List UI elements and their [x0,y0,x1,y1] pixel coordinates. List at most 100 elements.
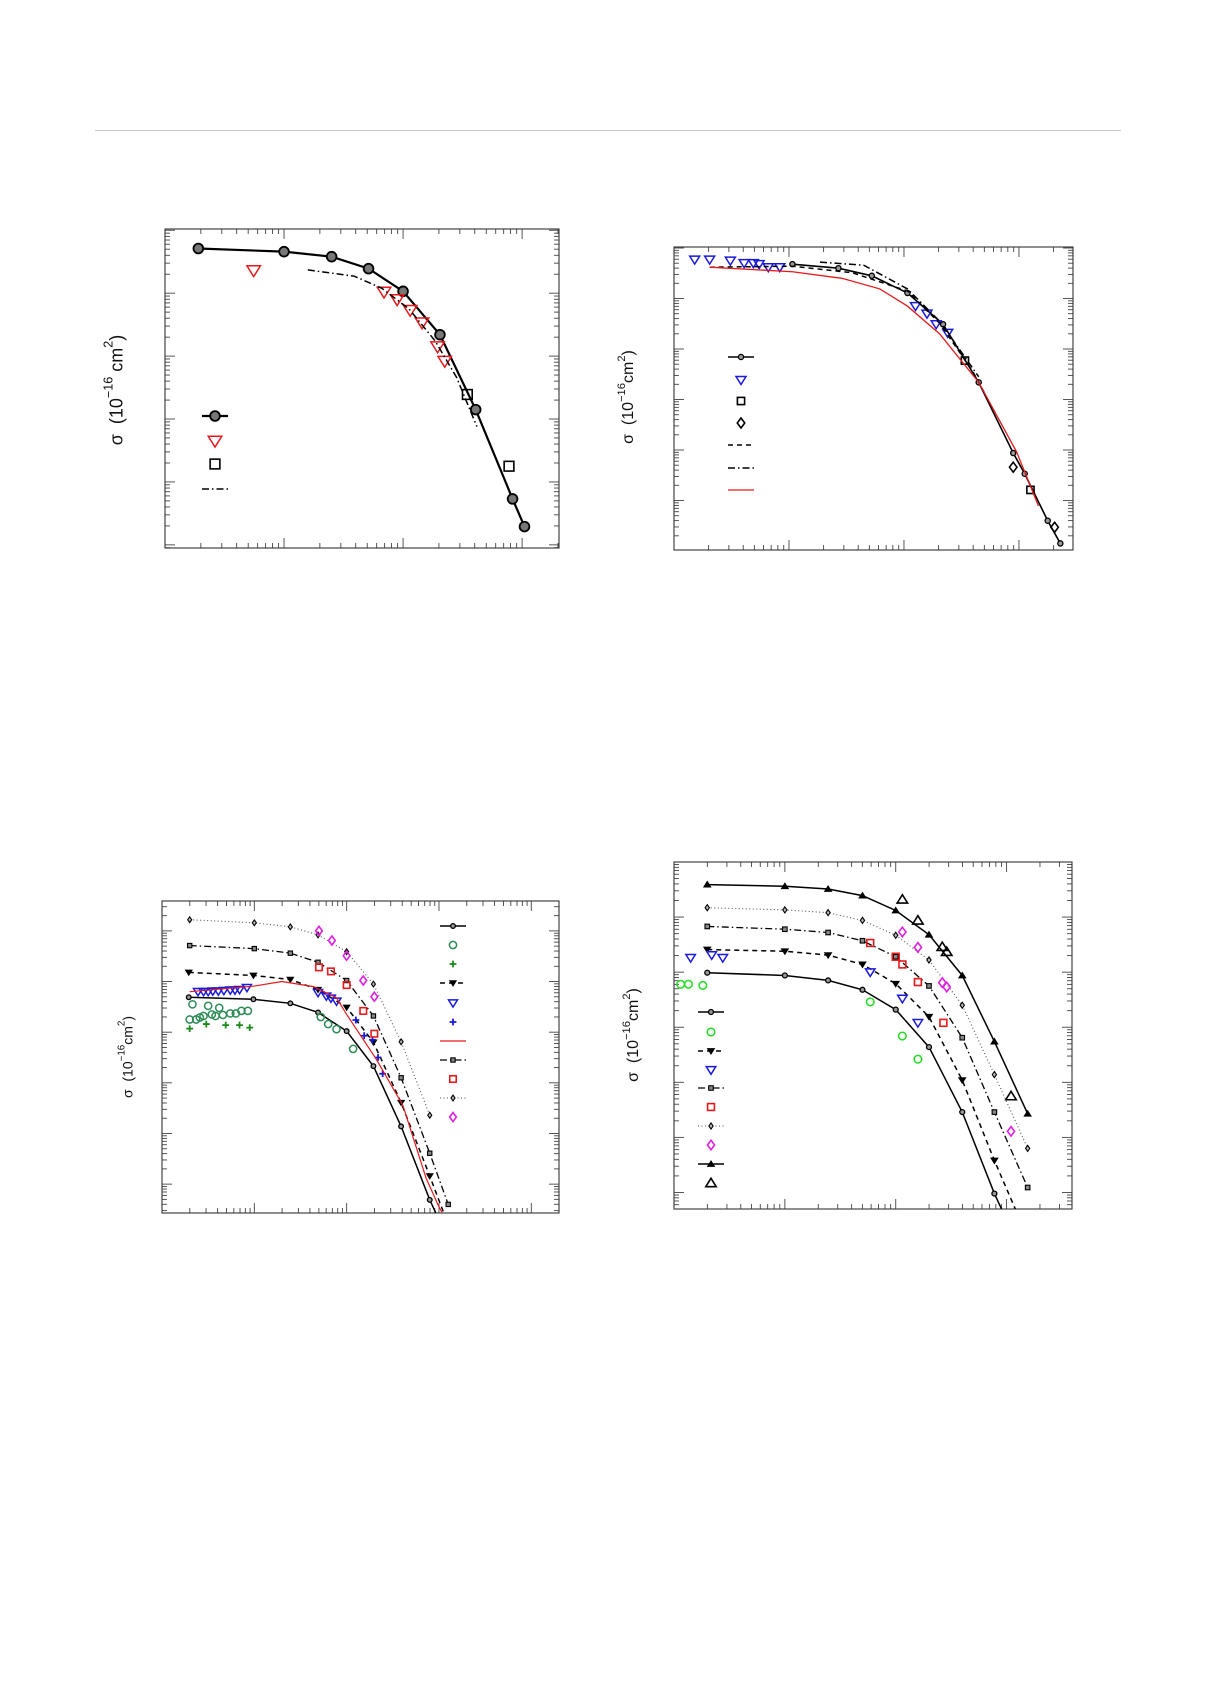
diamond-small-marker [892,931,899,940]
chart-panel-3 [161,900,560,1214]
diamond-open-marker [1049,520,1060,534]
circle-marker [506,493,519,505]
square-open-marker [448,1074,458,1084]
diamond-small-marker [287,922,294,931]
series-line [792,263,1062,544]
circle-open-marker [323,1019,333,1029]
tri-down-open-marker [734,375,748,386]
tri-down-open-marker [688,255,702,266]
diamond-small-marker [708,1122,714,1130]
circle-small-marker [343,1028,350,1035]
circle-small-marker [781,972,788,979]
series-5 [192,983,343,1007]
diamond-open-marker [706,1138,716,1152]
legend-entry [734,375,748,386]
y-axis-label: σ (10−16cm2) [621,988,643,1082]
tri-down-open-marker [864,968,877,978]
square-small-marker [398,1075,404,1081]
series-7 [704,903,1031,1153]
diamond-open-marker [942,980,952,994]
legend-entry [736,396,746,406]
y-axis-label-unit-exponent: 2 [101,340,116,348]
square-small-marker [186,942,193,949]
y-axis-label-prefix: (10 [106,398,127,425]
plus-marker [246,1024,254,1032]
series-line [709,266,1040,507]
y-axis-label-exponent: −16 [101,376,116,399]
legend-entry [448,1074,458,1084]
circle-open-marker [203,1001,213,1011]
circle-small-marker [287,1000,294,1007]
series-9 [314,963,379,1038]
tri-down-filled-marker [448,980,458,987]
legend-entry [704,1176,718,1188]
legend-entry [447,999,459,1009]
circle-small-marker [398,1123,405,1130]
square-open-marker [866,938,875,948]
circle-marker [192,242,205,255]
plot-frame [673,246,1074,551]
plus-marker [352,1016,360,1024]
circle-marker [362,262,375,275]
tri-up-open-marker [704,1176,718,1188]
tri-up-filled-marker [858,891,867,899]
legend-entry [698,1122,724,1130]
series-1 [192,242,531,533]
tri-down-filled-marker [924,1013,934,1021]
tri-up-open-marker [911,914,925,925]
circle-small-marker [707,1008,715,1016]
circle-small-marker [370,1063,377,1070]
legend-entry [448,1111,458,1123]
diamond-open-marker [897,925,907,939]
square-open-marker [209,458,221,470]
square-small-marker [959,1034,966,1041]
square-small-marker [926,983,932,989]
tri-down-open-marker [429,341,446,355]
series-4 [1008,460,1060,534]
legend-entry [728,353,754,361]
circle-marker [434,328,446,341]
circle-marker [209,410,221,422]
tri-up-filled-marker [990,1037,999,1045]
plot-frame [673,861,1073,1210]
legend-entry [440,923,466,929]
diamond-small-marker [398,1037,404,1046]
diamond-small-marker [782,905,788,914]
circle-marker [278,245,290,258]
circle-open-marker [865,997,875,1007]
series-line [189,919,431,1116]
y-axis-label-symbol: σ [625,1072,643,1082]
circle-small-marker [892,1006,899,1013]
circle-open-marker [448,940,458,950]
plus-marker [236,1021,243,1029]
circle-open-marker [913,1054,923,1064]
tri-down-filled-marker [823,952,833,960]
tri-down-open-marker [716,953,729,964]
series-7 [189,980,443,1213]
circle-small-marker [1009,449,1017,457]
circle-open-marker [199,1011,208,1021]
tri-down-filled-marker [957,1077,967,1085]
tri-down-open-marker [761,262,775,274]
circle-small-marker [250,996,257,1003]
series-10 [895,893,1018,1101]
series-2 [676,979,923,1064]
square-small-marker [825,929,831,936]
circle-marker [325,250,338,263]
tri-down-open-marker [206,987,219,997]
circle-open-marker [348,1044,358,1054]
square-open-marker [342,981,351,990]
square-small-marker [427,1150,433,1156]
series-1 [789,260,1064,547]
circle-open-marker [897,1031,907,1041]
circle-marker [469,403,482,416]
series-line [707,925,1029,1188]
circle-small-marker [859,986,866,993]
legend-entry [440,980,466,987]
series-11 [314,925,379,1003]
square-open-marker [359,1006,368,1015]
circle-open-marker [698,980,708,990]
tri-down-open-marker [414,317,431,331]
circle-open-marker [225,1009,235,1018]
